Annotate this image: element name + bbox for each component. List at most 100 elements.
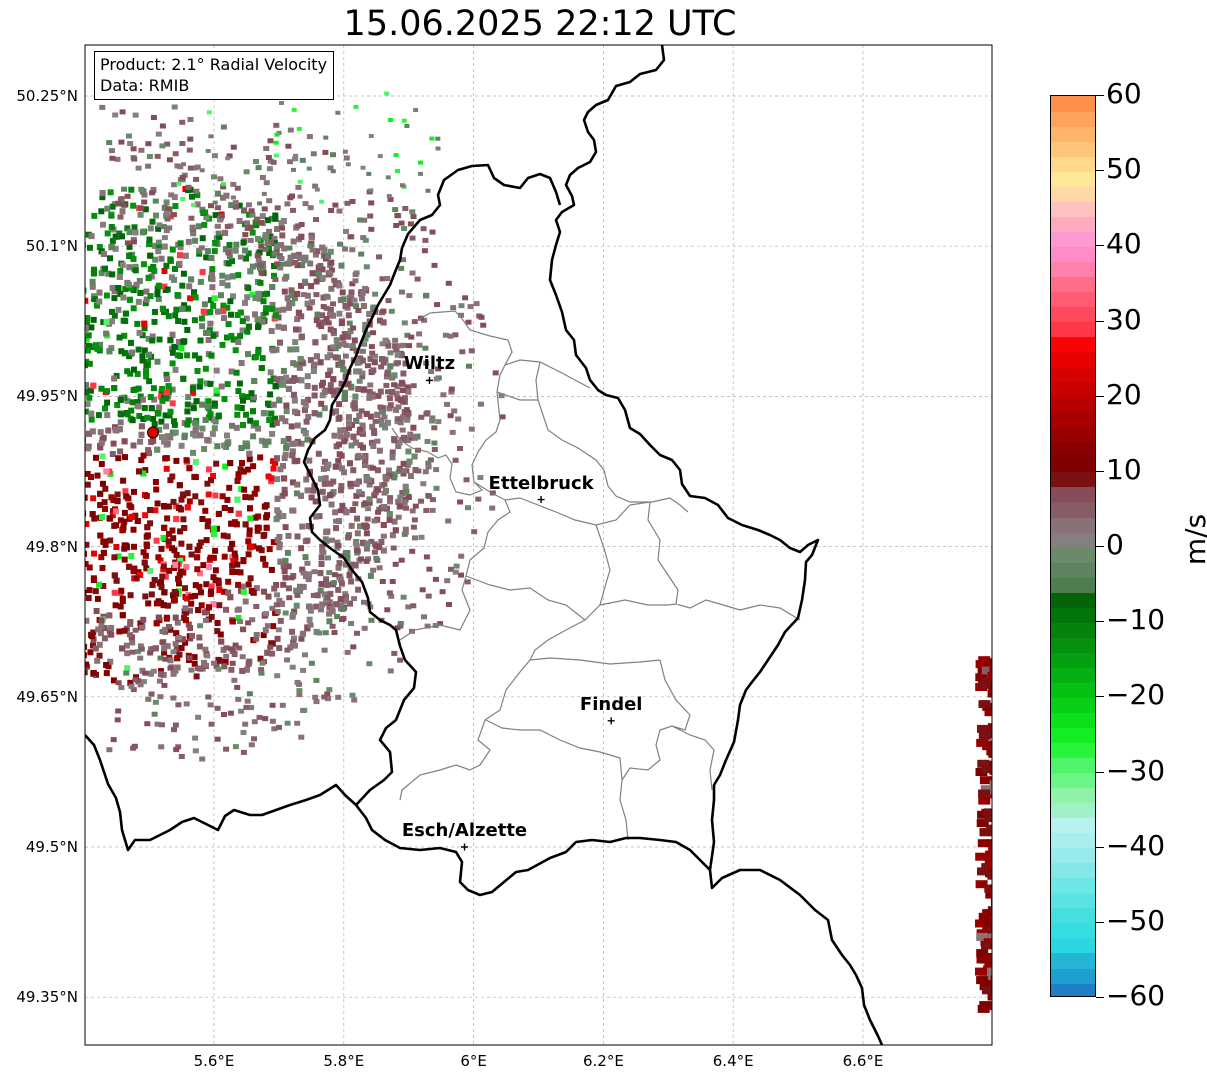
colorbar-band-52 [1051,201,1095,217]
echo-cell [91,212,98,219]
echo-cell [452,332,459,338]
echo-cell [329,608,336,615]
echo-cell [143,288,150,295]
echo-cell [326,618,333,625]
echo-cell [367,572,374,579]
echo-cell [307,260,314,267]
echo-cell [319,244,326,251]
echo-cell [173,630,180,637]
colorbar-band-29 [1051,547,1095,563]
echo-cell [147,225,154,232]
colorbar-band-55 [1051,156,1095,172]
echo-cell [282,418,289,425]
echo-cell [134,399,141,406]
echo-cell [357,426,363,432]
echo-cell [213,367,220,374]
echo-cell [354,630,360,636]
echo-cell [346,320,353,326]
echo-cell [211,174,217,180]
colorbar-band-59 [1051,96,1095,112]
echo-cell [273,346,280,353]
echo-cell [103,318,110,325]
echo-cell [222,463,229,470]
echo-cell [366,496,373,503]
echo-cell [341,469,347,476]
echo-cell [457,499,464,505]
echo-cell [406,343,412,349]
echo-cell [132,112,139,118]
echo-cell [246,211,253,218]
echo-cell [448,566,454,572]
echo-cell [370,567,377,573]
echo-cell [201,221,208,228]
echo-cell [114,717,121,723]
echo-cell [171,589,178,595]
echo-cell [176,651,183,658]
echo-cell [445,280,452,286]
echo-cell [336,441,343,448]
echo-cell [161,243,168,250]
echo-cell [410,603,417,609]
echo-cell [90,670,97,676]
echo-cell [76,569,82,575]
echo-cell [142,593,149,600]
echo-cell [234,404,241,411]
echo-cell [186,655,193,661]
echo-cell [407,473,414,479]
echo-cell [398,379,405,386]
echo-cell [313,699,320,705]
echo-cell [344,550,351,556]
echo-cell [983,918,992,927]
echo-cell [346,420,352,427]
echo-cell [981,863,992,872]
echo-cell [399,427,406,433]
echo-cell [122,286,129,293]
echo-cell [442,332,449,338]
echo-cell [990,725,992,734]
echo-cell [251,490,258,497]
echo-cell [192,459,199,466]
echo-cell [446,602,452,607]
echo-cell [310,151,317,157]
echo-cell [266,166,273,172]
echo-cell [359,348,366,354]
echo-cell [220,194,226,201]
echo-cell [387,363,394,370]
echo-cell [348,289,355,296]
echo-cell [191,289,197,296]
radar-site-marker[interactable] [146,426,159,439]
echo-cell [287,644,294,651]
echo-cell [285,385,292,392]
echo-cell [228,666,235,673]
echo-cell [329,388,336,395]
echo-cell [163,199,170,206]
echo-cell [296,364,303,371]
echo-cell [96,641,103,648]
echo-cell [330,169,336,174]
echo-cell [210,473,216,479]
lat-tick-label-1: 50.1°N [25,237,78,256]
echo-cell [313,513,320,520]
echo-cell [115,455,122,462]
echo-cell [89,428,96,435]
echo-cell [167,626,174,633]
echo-cell [355,586,362,593]
echo-cell [189,193,195,200]
echo-cell [319,601,326,608]
echo-cell [240,749,247,755]
echo-cell [380,308,387,314]
echo-cell [977,839,990,848]
echo-cell [157,557,164,564]
echo-cell [274,455,280,462]
echo-cell [285,585,292,592]
echo-cell [176,572,183,579]
echo-cell [126,264,133,271]
echo-cell [172,561,179,568]
echo-cell [204,403,211,410]
echo-cell [383,382,390,388]
echo-cell [238,708,245,714]
echo-cell [990,932,992,941]
echo-cell [306,134,313,140]
echo-cell [273,243,280,250]
